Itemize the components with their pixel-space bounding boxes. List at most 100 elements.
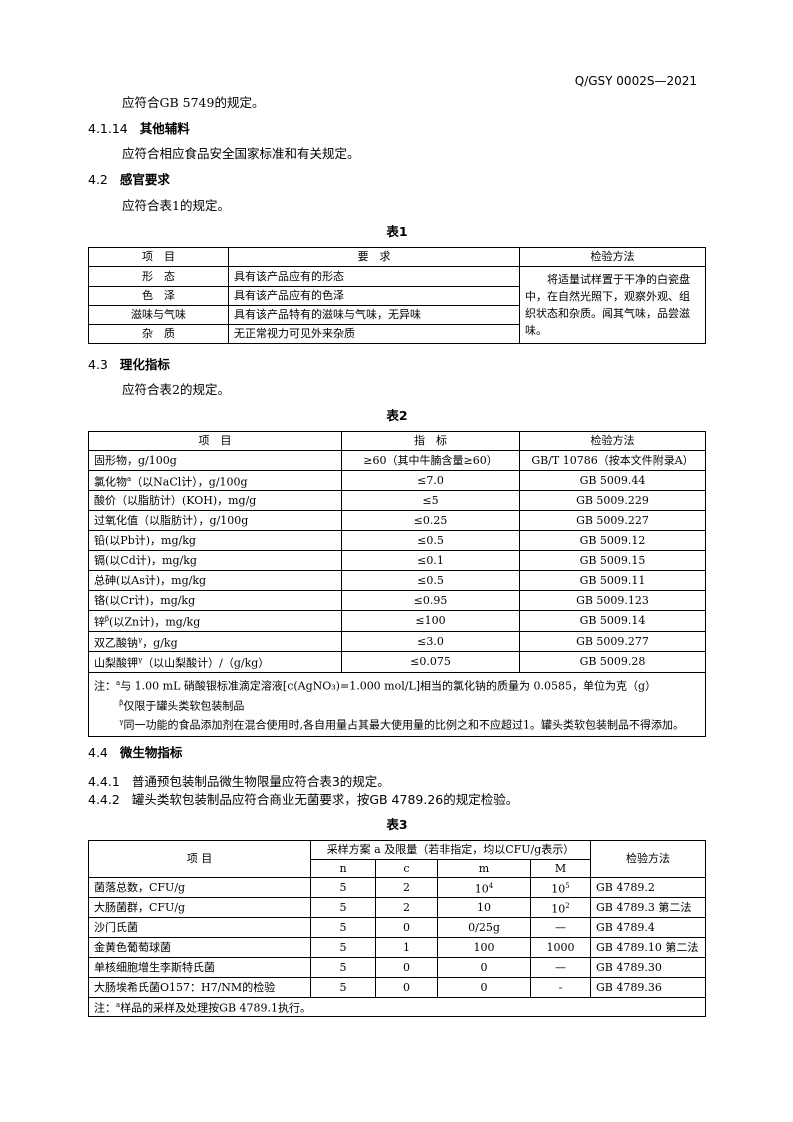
paragraph: 应符合表1的规定。 bbox=[122, 198, 230, 213]
value-cell: ≤3.0 bbox=[341, 631, 520, 652]
method-cell: GB 4789.2 bbox=[590, 877, 706, 898]
m-cell: — bbox=[530, 917, 591, 938]
table-row: 氯化物a（以NaCl计），g/100g ≤7.0 GB 5009.44 bbox=[88, 470, 706, 491]
m-cell: 0/25g bbox=[437, 917, 531, 938]
table-row: 单核细胞增生李斯特氏菌 5 0 0— GB 4789.30 bbox=[88, 957, 706, 978]
item-cell: 菌落总数，CFU/g bbox=[88, 877, 311, 898]
value-cell: ≤0.5 bbox=[341, 570, 520, 591]
method-cell: GB 5009.123 bbox=[519, 590, 706, 611]
table-2: 项 目指 标检验方法 固形物，g/100g ≥60（其中牛腩含量≥60） GB/T … bbox=[88, 431, 706, 737]
method-cell: 将适量试样置于干净的白瓷盘中，在自然光照下，观察外观、组织状态和杂质。闻其气味，… bbox=[519, 266, 706, 344]
item-cell: 镉(以Cd计)，mg/kg bbox=[88, 550, 342, 571]
clause: 4.4.2 罐头类软包装制品应符合商业无菌要求，按GB 4789.26的规定检验。 bbox=[88, 792, 519, 807]
method-cell: GB 4789.4 bbox=[590, 917, 706, 938]
m-cell: 1000 bbox=[530, 937, 591, 958]
paragraph: 应符合相应食品安全国家标准和有关规定。 bbox=[122, 146, 360, 161]
n-cell: 5 bbox=[310, 897, 376, 918]
item-cell: 氯化物a（以NaCl计），g/100g bbox=[88, 470, 342, 491]
method-cell: GB 5009.15 bbox=[519, 550, 706, 571]
table-row: 菌落总数，CFU/g 5 2 104 105 GB 4789.2 bbox=[88, 877, 706, 898]
m-cell: — bbox=[530, 957, 591, 978]
item-cell: 总砷(以As计)，mg/kg bbox=[88, 570, 342, 591]
method-cell: GB 5009.229 bbox=[519, 490, 706, 511]
method-cell: GB 4789.36 bbox=[590, 977, 706, 998]
table-row: 金黄色葡萄球菌 5 1 100 1000 GB 4789.10 第二法 bbox=[88, 937, 706, 958]
method-cell: GB 5009.11 bbox=[519, 570, 706, 591]
item-cell: 大肠菌群，CFU/g bbox=[88, 897, 311, 918]
n-cell: 5 bbox=[310, 977, 376, 998]
paragraph: 应符合GB 5749的规定。 bbox=[122, 95, 265, 110]
table-caption: 表1 bbox=[386, 224, 408, 239]
value-cell: ≤0.25 bbox=[341, 510, 520, 531]
section-heading: 4.1.14 其他辅料 bbox=[88, 121, 190, 136]
method-cell: GB/T 10786（按本文件附录A） bbox=[519, 450, 706, 471]
item-cell: 锌β(以Zn计)，mg/kg bbox=[88, 610, 342, 632]
method-cell: GB 4789.10 第二法 bbox=[590, 937, 706, 958]
m-cell: 100 bbox=[437, 937, 531, 958]
value-cell: ≤0.95 bbox=[341, 590, 520, 611]
n-cell: 5 bbox=[310, 937, 376, 958]
table-notes: 注：a样品的采样及处理按GB 4789.1执行。 bbox=[88, 997, 706, 1017]
section-heading: 4.3 理化指标 bbox=[88, 357, 170, 372]
method-cell: GB 4789.3 第二法 bbox=[590, 897, 706, 918]
item-cell: 大肠埃希氏菌O157：H7/NM的检验 bbox=[88, 977, 311, 998]
table-row: 镉(以Cd计)，mg/kg ≤0.1 GB 5009.15 bbox=[88, 550, 706, 571]
item-cell: 单核细胞增生李斯特氏菌 bbox=[88, 957, 311, 978]
c-cell: 2 bbox=[375, 897, 438, 918]
m-cell: 104 bbox=[437, 877, 531, 898]
table-row: 铅(以Pb计)，mg/kg ≤0.5 GB 5009.12 bbox=[88, 530, 706, 551]
table-row: 固形物，g/100g ≥60（其中牛腩含量≥60） GB/T 10786（按本文件附… bbox=[88, 450, 706, 471]
m-cell: - bbox=[530, 977, 591, 998]
value-cell: ≤5 bbox=[341, 490, 520, 511]
c-cell: 0 bbox=[375, 917, 438, 938]
m-cell: 0 bbox=[437, 957, 531, 978]
document-code: Q/GSY 0002S—2021 bbox=[574, 74, 697, 88]
item-cell: 双乙酸钠γ，g/kg bbox=[88, 631, 342, 652]
n-cell: 5 bbox=[310, 877, 376, 898]
method-cell: GB 5009.28 bbox=[519, 651, 706, 673]
method-cell: GB 5009.44 bbox=[519, 470, 706, 491]
table-caption: 表3 bbox=[386, 817, 408, 832]
value-cell: ≤7.0 bbox=[341, 470, 520, 491]
table-row: 总砷(以As计)，mg/kg ≤0.5 GB 5009.11 bbox=[88, 570, 706, 591]
m-cell: 10 bbox=[437, 897, 531, 918]
method-cell: GB 5009.277 bbox=[519, 631, 706, 652]
item-cell: 过氧化值（以脂肪计），g/100g bbox=[88, 510, 342, 531]
method-cell: GB 5009.12 bbox=[519, 530, 706, 551]
m-cell: 0 bbox=[437, 977, 531, 998]
table-1: 项 目要 求检验方法 形 态具有该产品应有的形态 将适量试样置于干净的白瓷盘中，在… bbox=[88, 247, 706, 344]
m-cell: 102 bbox=[530, 897, 591, 918]
table-row: 酸价（以脂肪计）(KOH)，mg/g ≤5 GB 5009.229 bbox=[88, 490, 706, 511]
c-cell: 2 bbox=[375, 877, 438, 898]
table-row: 双乙酸钠γ，g/kg ≤3.0 GB 5009.277 bbox=[88, 631, 706, 652]
table-caption: 表2 bbox=[386, 408, 408, 423]
item-cell: 铬(以Cr计)，mg/kg bbox=[88, 590, 342, 611]
c-cell: 1 bbox=[375, 937, 438, 958]
value-cell: ≤0.075 bbox=[341, 651, 520, 673]
c-cell: 0 bbox=[375, 977, 438, 998]
item-cell: 酸价（以脂肪计）(KOH)，mg/g bbox=[88, 490, 342, 511]
table-row: 大肠埃希氏菌O157：H7/NM的检验 5 0 0- GB 4789.36 bbox=[88, 977, 706, 998]
c-cell: 0 bbox=[375, 957, 438, 978]
item-cell: 沙门氏菌 bbox=[88, 917, 311, 938]
table-notes: 注：a与 1.00 mL 硝酸银标准滴定溶液[c(AgNO₃)=1.000 mo… bbox=[88, 672, 706, 737]
method-cell: GB 4789.30 bbox=[590, 957, 706, 978]
table-row: 铬(以Cr计)，mg/kg ≤0.95 GB 5009.123 bbox=[88, 590, 706, 611]
m-cell: 105 bbox=[530, 877, 591, 898]
item-cell: 金黄色葡萄球菌 bbox=[88, 937, 311, 958]
item-cell: 固形物，g/100g bbox=[88, 450, 342, 471]
value-cell: ≤0.5 bbox=[341, 530, 520, 551]
method-cell: GB 5009.227 bbox=[519, 510, 706, 531]
section-heading: 4.4 微生物指标 bbox=[88, 745, 183, 760]
table-row: 锌β(以Zn计)，mg/kg ≤100 GB 5009.14 bbox=[88, 610, 706, 632]
value-cell: ≤0.1 bbox=[341, 550, 520, 571]
table-row: 山梨酸钾γ（以山梨酸计）/（g/kg） ≤0.075 GB 5009.28 bbox=[88, 651, 706, 673]
method-cell: GB 5009.14 bbox=[519, 610, 706, 632]
table-row: 过氧化值（以脂肪计），g/100g ≤0.25 GB 5009.227 bbox=[88, 510, 706, 531]
n-cell: 5 bbox=[310, 917, 376, 938]
n-cell: 5 bbox=[310, 957, 376, 978]
item-cell: 铅(以Pb计)，mg/kg bbox=[88, 530, 342, 551]
clause: 4.4.1 普通预包装制品微生物限量应符合表3的规定。 bbox=[88, 774, 390, 789]
item-cell: 山梨酸钾γ（以山梨酸计）/（g/kg） bbox=[88, 651, 342, 673]
